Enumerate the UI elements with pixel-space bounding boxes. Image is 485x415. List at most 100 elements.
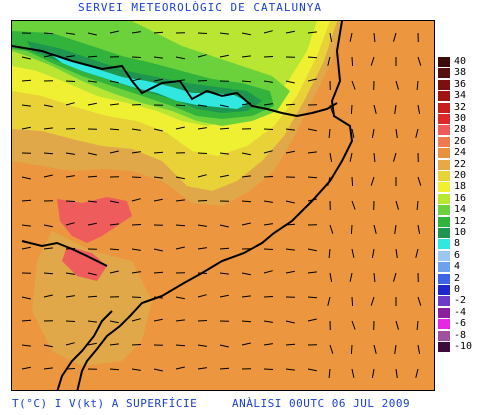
wind-barb <box>263 200 273 203</box>
wind-barb <box>263 103 273 106</box>
wind-barb <box>65 102 75 106</box>
wind-barb <box>131 56 142 58</box>
wind-barb <box>351 296 354 307</box>
wind-barb <box>394 104 397 114</box>
wind-barb <box>131 78 141 82</box>
wind-barb <box>370 56 375 66</box>
wind-barb <box>153 271 164 274</box>
wind-barb <box>351 128 355 138</box>
legend-label: 36 <box>454 78 467 90</box>
wind-barb <box>153 368 163 372</box>
wind-barb <box>370 176 375 186</box>
wind-barb <box>65 80 76 82</box>
legend-label: 18 <box>454 181 467 193</box>
wind-barb <box>65 222 75 226</box>
wind-barb <box>175 224 186 227</box>
wind-barb <box>327 296 331 306</box>
wind-barb <box>241 342 251 346</box>
map-canvas <box>12 21 434 390</box>
wind-barb <box>21 176 31 180</box>
wind-barb <box>197 174 207 178</box>
wind-barb <box>351 200 356 210</box>
wind-barb <box>373 32 376 43</box>
wind-barb <box>415 248 419 258</box>
wind-barb <box>395 200 399 210</box>
wind-barb <box>109 368 120 371</box>
legend-label: -6 <box>454 318 467 330</box>
wind-barb <box>109 343 119 346</box>
wind-barb <box>307 78 317 82</box>
wind-barb <box>153 296 163 299</box>
wind-barb <box>373 152 376 163</box>
wind-barb <box>285 30 295 34</box>
legend-swatch <box>438 228 450 238</box>
wind-barb <box>241 295 251 298</box>
legend-swatch <box>438 68 450 79</box>
wind-barb <box>263 80 273 83</box>
wind-barb <box>417 104 421 114</box>
wind-barb <box>109 320 119 324</box>
wind-barb <box>131 368 141 371</box>
legend-label: 4 <box>454 261 461 273</box>
wind-barb <box>109 200 119 204</box>
wind-barb <box>263 343 273 346</box>
wind-barb <box>87 295 98 298</box>
temperature-wind-map <box>11 20 435 391</box>
legend-swatch <box>438 79 450 90</box>
wind-barb <box>175 104 186 107</box>
wind-barb <box>219 54 229 58</box>
border-pyrenees <box>12 45 338 118</box>
legend-label: -4 <box>454 306 467 318</box>
wind-barb <box>175 296 185 300</box>
wind-barb <box>417 224 421 234</box>
wind-barb <box>219 294 229 298</box>
wind-barb <box>43 54 53 58</box>
legend-label: 0 <box>454 284 461 295</box>
wind-barb <box>219 367 230 370</box>
legend-label: 2 <box>454 272 461 284</box>
border-south <box>56 310 113 390</box>
wind-barb <box>351 320 356 330</box>
wind-barb <box>197 152 208 154</box>
wind-barb <box>109 270 119 274</box>
wind-barb <box>175 366 185 370</box>
wind-barbs <box>21 30 422 379</box>
wind-barb <box>241 222 251 226</box>
legend-swatch <box>438 102 450 113</box>
wind-barb <box>175 199 185 202</box>
wind-barb <box>285 80 295 84</box>
wind-barb <box>43 104 53 108</box>
wind-barb <box>109 103 119 106</box>
legend-swatch <box>438 148 450 159</box>
map-title: SERVEI METEOROLÒGIC DE CATALUNYA <box>78 1 322 14</box>
wind-barb <box>21 344 31 347</box>
wind-barb <box>87 80 97 83</box>
wind-barb <box>263 270 273 274</box>
wind-barb <box>87 102 97 106</box>
wind-barb <box>370 296 375 306</box>
wind-barb <box>241 80 252 83</box>
wind-barb <box>307 296 318 299</box>
wind-barb <box>43 174 53 178</box>
wind-barb <box>328 248 331 259</box>
legend-swatch <box>438 171 450 181</box>
wind-barb <box>65 342 75 346</box>
wind-barb <box>197 247 207 250</box>
wind-barb <box>197 32 208 34</box>
wind-barb <box>197 200 208 202</box>
wind-barb <box>197 272 208 274</box>
wind-barb <box>415 368 419 378</box>
legend-label: 14 <box>454 204 467 216</box>
wind-barb <box>285 343 296 346</box>
wind-barb <box>395 80 399 90</box>
wind-barb <box>285 270 295 274</box>
wind-barb <box>241 152 251 156</box>
wind-barb <box>43 344 53 348</box>
wind-barb <box>21 199 32 202</box>
wind-barb <box>373 224 377 234</box>
wind-barb <box>219 247 230 250</box>
wind-barb <box>329 152 333 162</box>
wind-barb <box>197 80 208 82</box>
legend-label: 34 <box>454 90 467 102</box>
legend-label: 24 <box>454 147 467 159</box>
